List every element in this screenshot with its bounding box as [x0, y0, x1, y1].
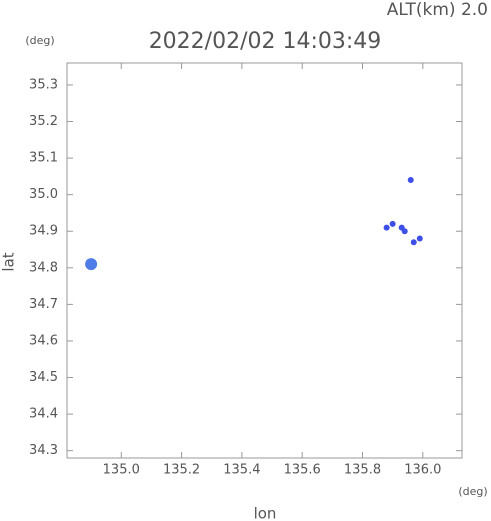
x-tick-label: 135.0 — [103, 463, 140, 478]
echo — [401, 228, 408, 235]
y-tick-label: 34.6 — [29, 333, 58, 348]
y-axis-label: lat — [0, 252, 18, 271]
x-axis-label: lon — [254, 505, 277, 521]
chart-title: 2022/02/02 14:03:49 — [149, 29, 382, 54]
echo — [85, 258, 98, 271]
echo — [407, 177, 414, 184]
y-tick-label: 34.4 — [29, 407, 58, 422]
x-tick-label: 136.0 — [404, 463, 441, 478]
y-tick-label: 34.9 — [29, 224, 58, 239]
x-tick-label: 135.2 — [163, 463, 200, 478]
echo — [389, 220, 396, 227]
plot-frame — [66, 62, 463, 459]
y-tick-label: 34.3 — [29, 443, 58, 458]
y-tick-label: 35.3 — [29, 77, 58, 92]
y-tick-label: 34.5 — [29, 370, 58, 385]
altitude: ALT(km) 2.0 — [387, 0, 488, 20]
x-tick-label: 135.6 — [284, 463, 321, 478]
y-tick-label: 34.8 — [29, 260, 58, 275]
y-unit: (deg) — [25, 34, 54, 47]
echo — [416, 235, 423, 242]
y-tick-label: 34.7 — [29, 297, 58, 312]
echo — [383, 224, 390, 231]
y-tick-label: 35.0 — [29, 187, 58, 202]
echo — [410, 239, 417, 246]
x-unit: (deg) — [458, 485, 487, 498]
x-tick-label: 135.8 — [344, 463, 381, 478]
y-tick-label: 35.1 — [29, 151, 58, 166]
x-tick-label: 135.4 — [223, 463, 260, 478]
y-tick-label: 35.2 — [29, 114, 58, 129]
